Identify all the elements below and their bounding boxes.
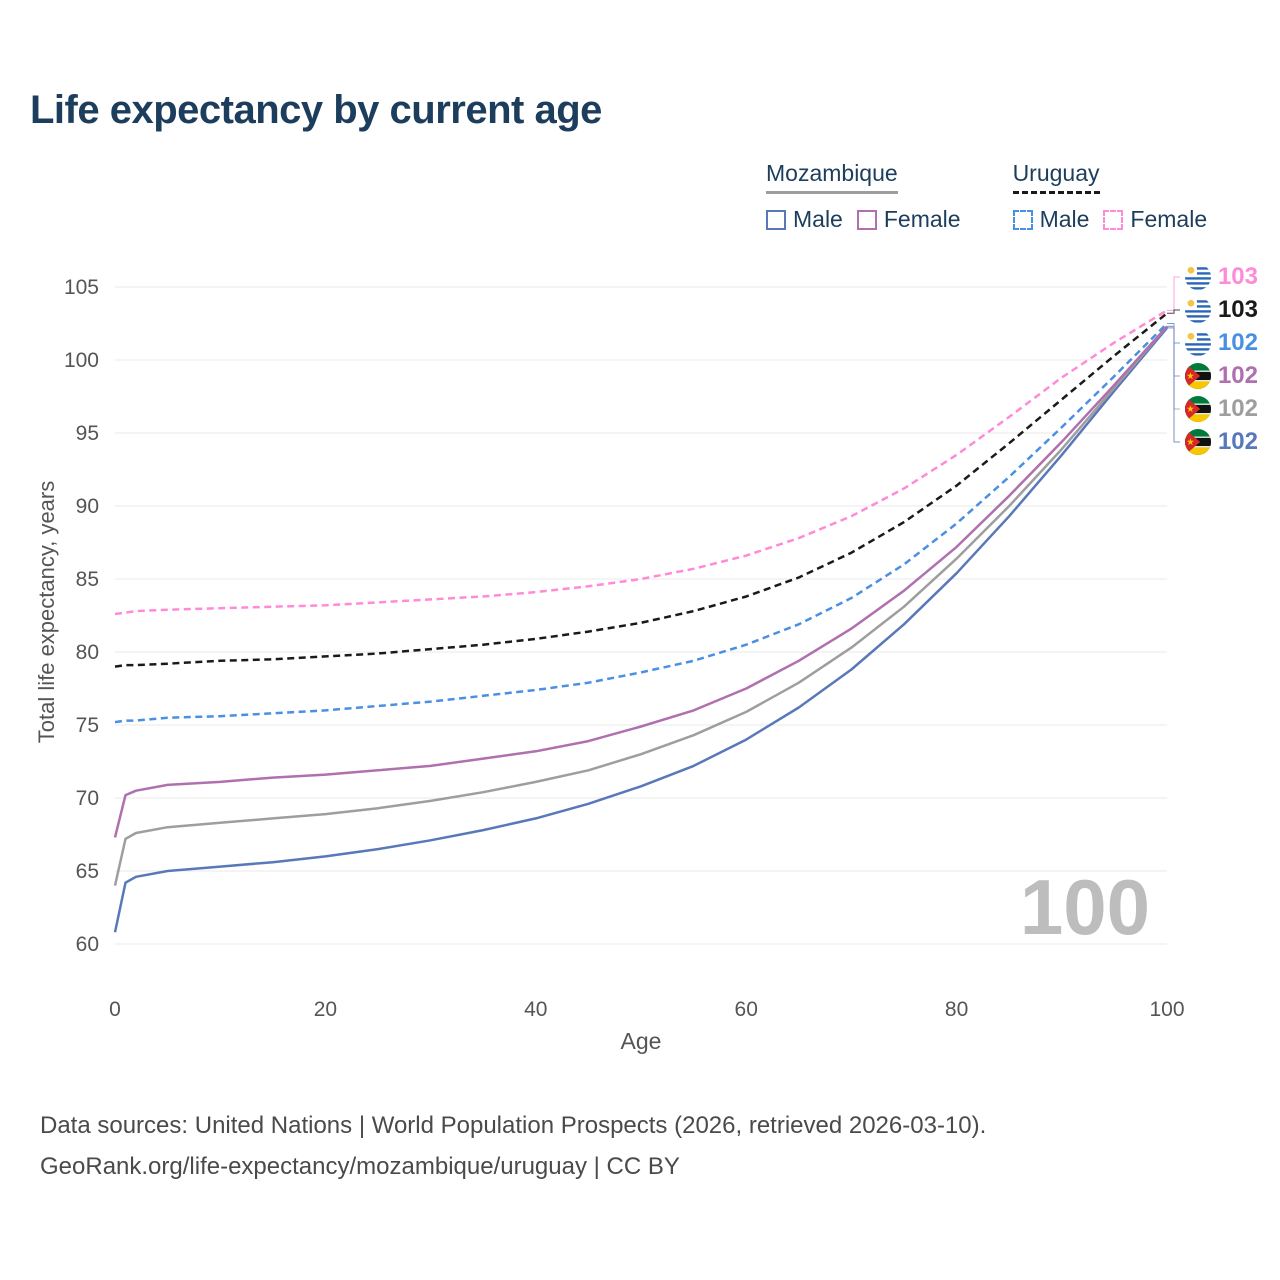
x-tick-label: 20	[314, 998, 337, 1021]
end-labels: 103 103 102 102 102 102	[1184, 263, 1258, 455]
y-tick-label: 100	[64, 349, 99, 372]
x-tick-label: 0	[109, 998, 121, 1021]
series-moz_female	[113, 325, 1168, 838]
series-uru_total	[114, 312, 1168, 668]
uruguay-flag-icon	[1184, 297, 1211, 323]
end-label-uruguay-total: 103	[1184, 296, 1258, 323]
legend-items-uruguay: Male Female	[1012, 206, 1222, 233]
mozambique-flag-icon	[1184, 396, 1211, 422]
legend-header-uruguay[interactable]: Uruguay	[1012, 160, 1100, 194]
uruguay-female-swatch	[1103, 209, 1124, 230]
chart-title: Life expectancy by current age	[30, 88, 602, 132]
uruguay-flag-icon	[1184, 264, 1211, 290]
end-value: 102	[1217, 329, 1258, 356]
y-tick-label: 80	[76, 641, 99, 664]
legend-item-uruguay-male[interactable]: Male	[1012, 206, 1090, 233]
y-tick-label: 105	[64, 276, 99, 299]
y-tick-label: 75	[76, 714, 99, 737]
y-tick-label: 65	[76, 860, 99, 883]
end-label-uruguay-male: 102	[1184, 329, 1258, 356]
mozambique-female-swatch	[856, 209, 877, 230]
y-tick-label: 85	[76, 568, 99, 591]
legend-group-uruguay: Uruguay Male Female	[1012, 160, 1222, 233]
legend-item-uruguay-female[interactable]: Female	[1103, 206, 1207, 233]
end-value: 102	[1217, 395, 1258, 422]
end-value: 102	[1217, 428, 1258, 455]
footer: Data sources: United Nations | World Pop…	[40, 1106, 986, 1188]
end-label-mozambique-male: 102	[1184, 428, 1258, 455]
mozambique-flag-icon	[1184, 429, 1211, 455]
x-tick-label: 80	[945, 998, 968, 1021]
series-uru_male	[114, 322, 1168, 724]
x-tick-label: 100	[1149, 998, 1184, 1021]
mozambique-flag-icon	[1184, 363, 1211, 389]
legend-items-mozambique: Male Female	[766, 206, 975, 233]
x-tick-label: 60	[735, 998, 758, 1021]
series-moz_total	[113, 325, 1168, 886]
end-label-mozambique-female: 102	[1184, 362, 1258, 389]
x-axis-label: Age	[620, 1028, 662, 1054]
end-label-connector	[1167, 309, 1180, 314]
uruguay-male-swatch	[1012, 209, 1033, 230]
legend-item-mozambique-female[interactable]: Female	[856, 206, 961, 233]
legend-header-mozambique[interactable]: Mozambique	[766, 160, 898, 194]
footer-datasource: Data sources: United Nations | World Pop…	[40, 1112, 987, 1139]
end-label-connector	[1167, 276, 1180, 311]
y-tick-label: 60	[76, 933, 99, 956]
series-moz_male	[113, 327, 1168, 933]
y-tick-label: 95	[76, 422, 99, 445]
legend-item-label: Male	[1039, 206, 1090, 232]
mozambique-male-swatch	[766, 209, 786, 230]
legend-item-label: Female	[883, 206, 961, 232]
legend: Mozambique Male Female Uruguay Male	[766, 160, 1221, 233]
end-label-uruguay-female: 103	[1184, 263, 1258, 290]
series-uru_female	[114, 309, 1168, 616]
legend-group-mozambique: Mozambique Male Female	[766, 160, 975, 233]
end-value: 102	[1217, 362, 1258, 389]
legend-item-label: Female	[1130, 206, 1208, 232]
y-tick-label: 90	[76, 495, 99, 518]
legend-item-mozambique-male[interactable]: Male	[766, 206, 843, 233]
age-watermark: 100	[1019, 863, 1150, 951]
legend-item-label: Male	[793, 206, 843, 232]
footer-attribution: GeoRank.org/life-expectancy/mozambique/u…	[40, 1152, 680, 1180]
end-value: 103	[1217, 263, 1258, 290]
uruguay-flag-icon	[1184, 330, 1211, 356]
end-label-connector	[1167, 327, 1180, 443]
y-tick-label: 70	[76, 787, 99, 810]
x-tick-label: 40	[524, 998, 547, 1021]
end-label-mozambique-total: 102	[1184, 395, 1258, 422]
end-value: 103	[1217, 296, 1258, 323]
